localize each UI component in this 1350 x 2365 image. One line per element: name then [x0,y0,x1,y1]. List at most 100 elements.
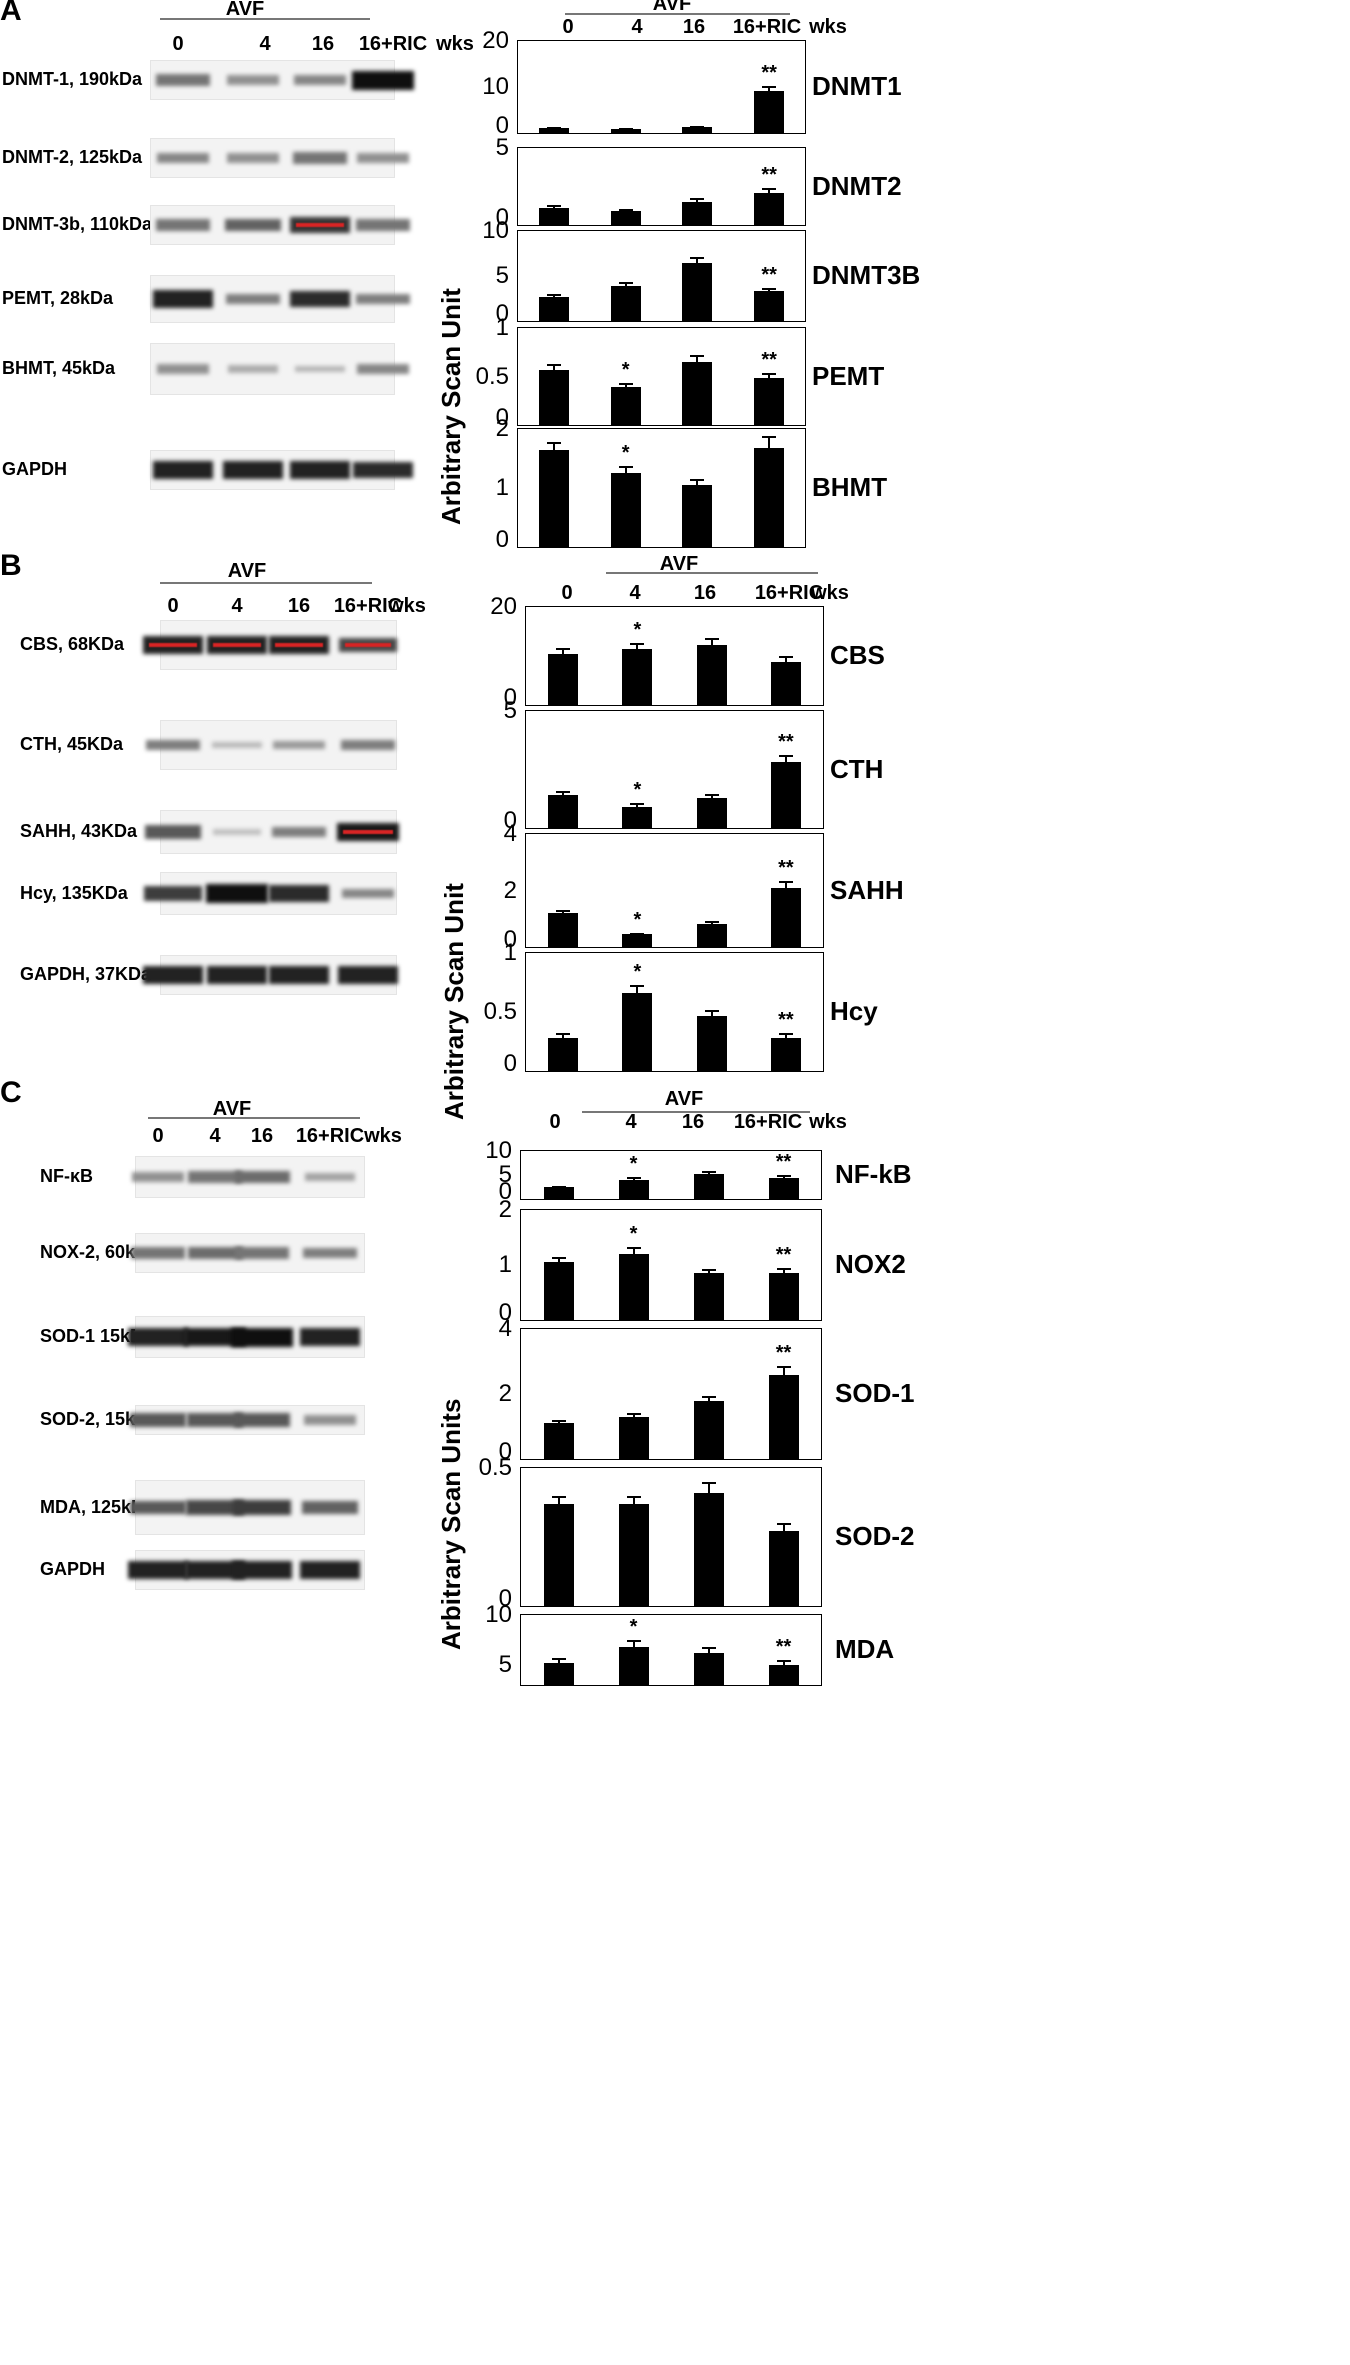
error-bar [552,441,555,450]
chart-sod-1: ** [520,1328,822,1460]
error-bar-cap [778,880,793,883]
chart-nf-kb: * ** [520,1150,822,1200]
bar [682,127,713,133]
significance-mark: ** [775,1243,792,1266]
significance-mark: * [633,618,642,641]
blot-band [225,218,281,232]
y-tick-label: 0 [503,807,517,834]
bar [538,208,569,225]
chart-title: DNMT2 [812,170,902,201]
error-bar [557,1495,560,1504]
panel-c-blot-lane-label: 16+RIC [295,1125,365,1147]
bar [618,1254,649,1320]
panel-a-blot-image [150,450,413,490]
panel-c-blot-label: NF-κB [40,1166,94,1186]
error-bar-cap [701,1647,716,1649]
error-bar-cap [630,642,645,645]
error-bar-cap [690,125,705,128]
panel-a-chart-unit-label: wks [809,16,847,38]
blot-band [232,1499,292,1516]
error-bar-cap [626,1247,641,1250]
panel-b-blot-label: Hcy, 135KDa [20,882,128,903]
error-bar-cap [556,909,571,912]
error-bar [784,1033,787,1038]
bar [696,1015,727,1071]
panel-c-letter: C [0,1076,22,1109]
bar [696,797,727,828]
blot-band [272,826,326,838]
panel-c-blot-header-title: AVF [212,1098,252,1120]
blot-band [356,364,410,374]
blot-band [152,290,214,308]
panel-a-blot-image [150,138,410,178]
panel-a-blot-lane-label: 4 [259,33,271,55]
error-bar-cap [626,1640,641,1642]
blot-band-saturated [343,830,393,834]
chart-sod-2 [520,1467,822,1607]
blot-band [356,293,410,305]
bar [682,485,713,547]
blot-band [184,1327,246,1347]
error-bar [632,1495,635,1504]
blot-band [231,1327,293,1347]
blot-band [268,966,330,984]
blot-band [303,1415,357,1425]
chart-bhmt: * ** [517,412,806,548]
panel-b-chart-lane-label: 16 [693,582,717,604]
error-bar [710,1009,713,1016]
y-tick-label: 1 [498,1251,512,1278]
bar [696,924,727,947]
bar [548,795,579,828]
blot-band [337,966,399,984]
y-tick-label: 10 [485,1601,512,1628]
error-bar-cap [704,794,719,797]
chart-title: DNMT3B [812,260,921,290]
bar [543,1187,574,1199]
blot-band [356,153,410,163]
y-tick-label: 5 [498,1651,512,1678]
error-bar-cap [690,479,705,482]
chart-cbs: * [525,606,824,706]
error-bar-cap [551,1420,566,1422]
error-bar-cap [690,257,705,260]
panel-a-blot-label: DNMT-3b, 110kDa [2,214,153,234]
panel-c-chart-lane-label: 0 [549,1111,561,1133]
bar [754,447,785,547]
chart-dnmt2: ** [517,147,806,226]
y-tick-label: 0 [503,684,517,711]
y-tick-label: 0 [498,1438,512,1465]
error-bar-cap [701,1481,716,1484]
blot-band [222,461,284,479]
panel-b-blot-unit-label: wks [388,595,426,617]
bar [770,887,801,947]
panel-b-chart-lane-label: 0 [561,582,573,604]
panel-b-letter: B [0,549,22,582]
chart-title: NOX2 [835,1249,906,1279]
significance-mark: * [633,908,642,931]
bar [754,378,785,425]
panel-c-blot-label: NOX-2, 60kDa [40,1242,159,1262]
blot-band [143,885,203,902]
bar [693,1400,724,1459]
panel-c-chart-lane-label: 16+RIC [733,1111,803,1133]
blot-band [156,364,210,374]
panel-a-blot-image [150,60,414,100]
panel-a-blot-lane-label: 16 [311,33,335,55]
error-bar-cap [546,204,561,207]
blot-band-saturated [274,643,324,647]
error-bar-cap [630,984,645,987]
error-bar-cap [776,1267,791,1270]
blot-band [130,1247,186,1259]
y-tick-label: 10 [485,1137,512,1164]
blot-band [155,219,211,231]
error-bar [636,642,639,649]
error-bar-cap [630,803,645,806]
error-bar-cap [701,1395,716,1398]
error-bar-cap [626,1495,641,1498]
error-bar [707,1647,710,1653]
blot-band [152,461,214,479]
panel-a-chart-header-title: AVF [652,0,692,15]
y-tick-label: 0 [503,1050,517,1077]
blot-band [231,1561,293,1579]
bar [543,1663,574,1685]
